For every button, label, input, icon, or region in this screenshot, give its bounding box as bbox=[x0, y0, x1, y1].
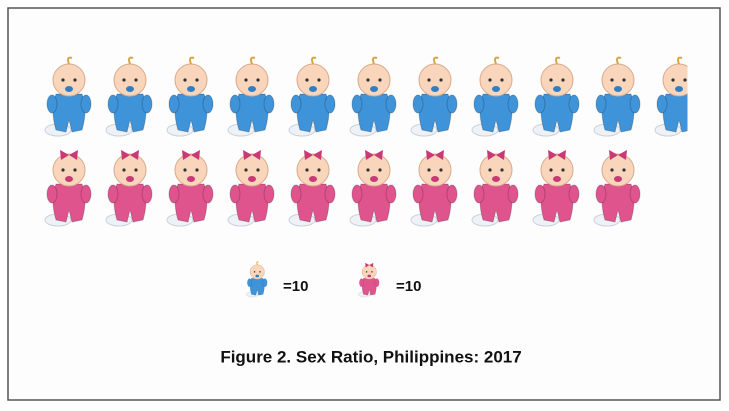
chart-title: Figure 2. Sex Ratio, Philippines: 2017 bbox=[220, 347, 521, 366]
chart: Figure 2. Sex Ratio, Philippines: 2017 =… bbox=[0, 0, 729, 411]
legend-label: =10 bbox=[283, 278, 308, 295]
legend-label: =10 bbox=[396, 278, 421, 295]
